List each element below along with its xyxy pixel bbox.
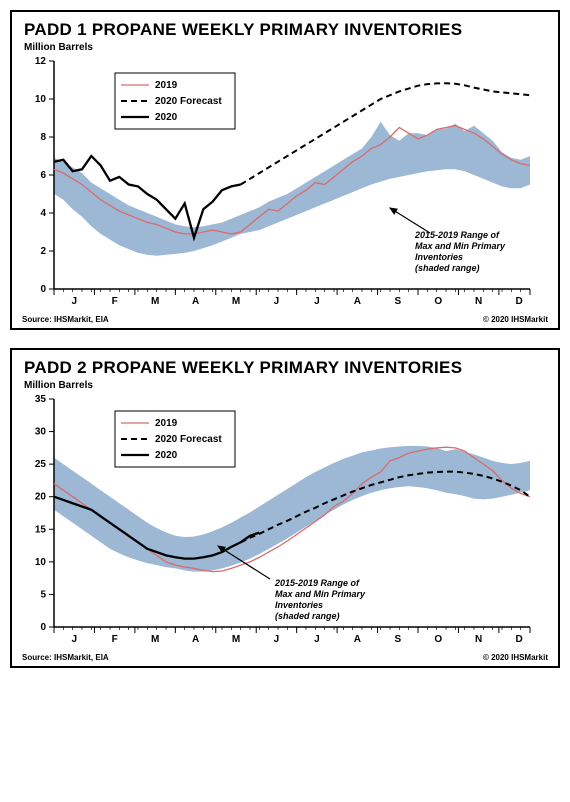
svg-text:2: 2 — [40, 246, 46, 257]
chart-plot: 0 2 4 6 8 10 12 J F M A M J J A S O N D 2019 2020 Forecast 20… — [20, 53, 540, 313]
svg-text:15: 15 — [35, 524, 47, 535]
svg-text:N: N — [475, 296, 482, 307]
svg-text:2019: 2019 — [155, 418, 178, 429]
svg-text:2020: 2020 — [155, 450, 178, 461]
chart-title: PADD 1 PROPANE WEEKLY PRIMARY INVENTORIE… — [24, 20, 550, 40]
annotation-text: (shaded range) — [275, 611, 340, 621]
copyright-text: © 2020 IHSMarkit — [483, 653, 548, 662]
svg-text:J: J — [314, 634, 320, 645]
svg-text:12: 12 — [35, 56, 47, 67]
svg-text:M: M — [232, 296, 240, 307]
svg-text:30: 30 — [35, 427, 47, 438]
svg-text:35: 35 — [35, 394, 47, 405]
annotation-text: (shaded range) — [415, 263, 480, 273]
source-text: Source: IHSMarkit, EIA — [22, 653, 109, 662]
svg-text:J: J — [71, 296, 77, 307]
chart-panel-padd2: PADD 2 PROPANE WEEKLY PRIMARY INVENTORIE… — [10, 348, 560, 668]
svg-text:A: A — [354, 296, 361, 307]
chart-panel-padd1: PADD 1 PROPANE WEEKLY PRIMARY INVENTORIE… — [10, 10, 560, 330]
svg-text:25: 25 — [35, 459, 47, 470]
svg-text:D: D — [515, 634, 522, 645]
svg-text:20: 20 — [35, 492, 47, 503]
svg-text:J: J — [274, 296, 280, 307]
source-text: Source: IHSMarkit, EIA — [22, 315, 109, 324]
svg-text:2020: 2020 — [155, 112, 178, 123]
svg-text:O: O — [434, 296, 442, 307]
svg-text:10: 10 — [35, 557, 47, 568]
svg-text:O: O — [434, 634, 442, 645]
annotation-text: 2015-2019 Range of — [414, 230, 500, 240]
svg-text:N: N — [475, 634, 482, 645]
chart-plot: 0 5 10 15 20 25 30 35 J F M A M J J A S O N D 2019 2020 Forec… — [20, 391, 540, 651]
copyright-text: © 2020 IHSMarkit — [483, 315, 548, 324]
svg-text:F: F — [112, 634, 118, 645]
chart-title: PADD 2 PROPANE WEEKLY PRIMARY INVENTORIE… — [24, 358, 550, 378]
svg-text:2020 Forecast: 2020 Forecast — [155, 434, 222, 445]
svg-text:5: 5 — [40, 589, 46, 600]
svg-text:D: D — [515, 296, 522, 307]
svg-text:A: A — [192, 634, 199, 645]
svg-text:6: 6 — [40, 170, 46, 181]
svg-text:S: S — [394, 296, 401, 307]
annotation-text: 2015-2019 Range of — [274, 578, 360, 588]
svg-text:0: 0 — [40, 284, 46, 295]
svg-text:M: M — [232, 634, 240, 645]
annotation-text: Max and Min Primary — [415, 241, 506, 251]
svg-text:0: 0 — [40, 622, 46, 633]
svg-text:2019: 2019 — [155, 80, 178, 91]
svg-text:A: A — [192, 296, 199, 307]
annotation-text: Inventories — [415, 252, 463, 262]
svg-text:S: S — [394, 634, 401, 645]
annotation-text: Inventories — [275, 600, 323, 610]
svg-text:J: J — [274, 634, 280, 645]
svg-text:8: 8 — [40, 132, 46, 143]
svg-text:J: J — [71, 634, 77, 645]
svg-text:J: J — [314, 296, 320, 307]
svg-text:2020 Forecast: 2020 Forecast — [155, 96, 222, 107]
chart-ylabel: Million Barrels — [24, 380, 550, 391]
svg-text:M: M — [151, 296, 159, 307]
svg-text:F: F — [112, 296, 118, 307]
chart-ylabel: Million Barrels — [24, 42, 550, 53]
annotation-text: Max and Min Primary — [275, 589, 366, 599]
svg-text:A: A — [354, 634, 361, 645]
svg-text:4: 4 — [40, 208, 46, 219]
svg-text:10: 10 — [35, 94, 47, 105]
svg-text:M: M — [151, 634, 159, 645]
